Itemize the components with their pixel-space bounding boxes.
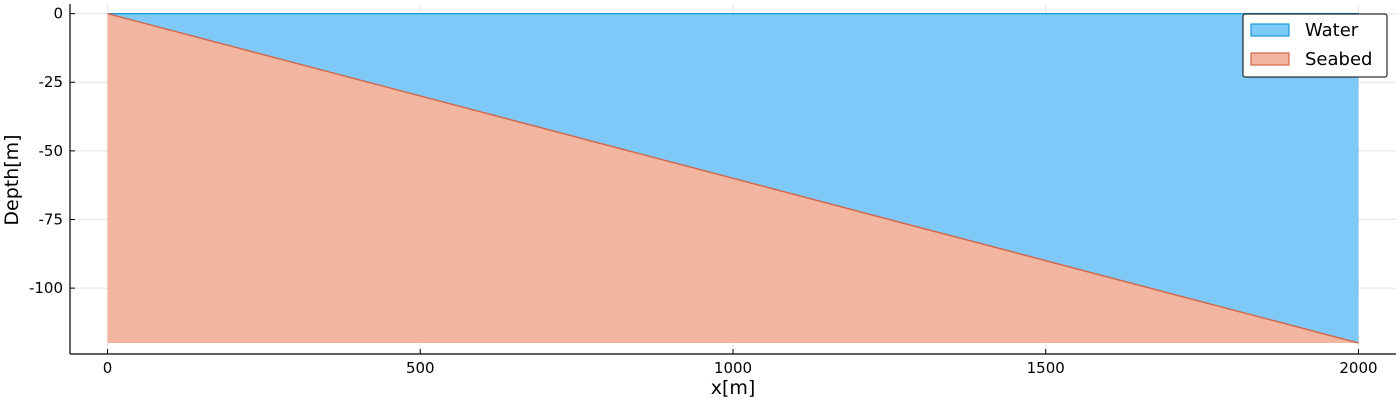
tick-labels: 0 500 1000 1500 2000 0 -25 -50 -75 -100 [29,5,1378,377]
legend-label-water: Water [1305,20,1359,41]
seabed-edge-line [107,12,1359,344]
legend-label-seabed: Seabed [1305,49,1372,70]
x-tick-label: 500 [406,359,435,377]
y-tick-label: 0 [53,5,63,23]
y-axis-label: Depth[m] [1,134,23,225]
plot-areas [107,12,1359,344]
y-tick-label: -100 [29,279,63,297]
y-tick-label: -50 [39,142,64,160]
x-tick-label: 1000 [714,359,752,377]
x-tick-label: 2000 [1339,359,1377,377]
y-tick-label: -25 [39,73,64,91]
legend-swatch-water [1250,23,1290,37]
axes [69,4,1396,355]
x-tick-label: 0 [103,359,113,377]
x-tick-label: 1500 [1027,359,1065,377]
legend-swatch-seabed [1250,52,1290,66]
legend: Water Seabed [1242,13,1388,78]
x-axis-label: x[m] [711,377,756,399]
y-tick-label: -75 [39,210,64,228]
